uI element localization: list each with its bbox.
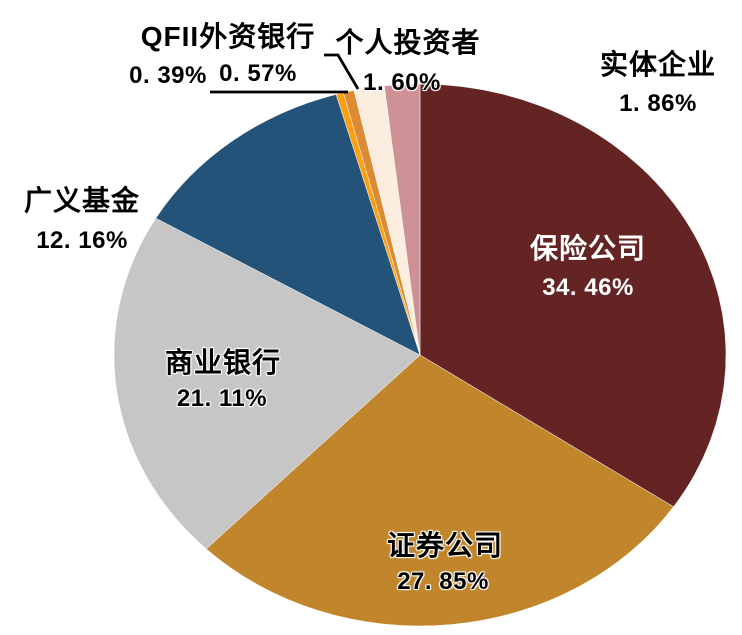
- pie-slice-commercial-banks: [113, 217, 421, 550]
- pie-slice-insurance-companies: [419, 83, 727, 508]
- pie-slice-non-financial-enterprises: [384, 83, 421, 356]
- pie-slice-securities-companies: [205, 354, 674, 627]
- leader-line-individual-investors: [324, 53, 360, 90]
- pie-slice-broad-based-funds: [155, 94, 421, 356]
